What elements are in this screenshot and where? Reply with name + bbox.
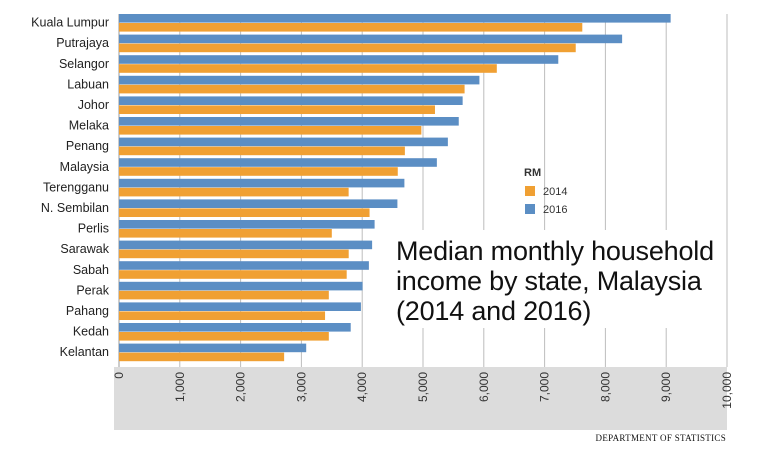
bar-2016 [119,220,375,229]
bar-2014 [119,126,422,135]
category-label: Kuala Lumpur [31,16,109,30]
category-label: Terengganu [43,180,109,194]
title-background [388,230,726,328]
category-label: Malaysia [60,160,109,174]
bar-2016 [119,261,369,270]
category-labels: Kuala Lumpur Putrajaya Selangor Labuan Johor… [31,16,110,360]
legend-swatch-2014 [525,186,535,196]
bar-2014 [119,311,326,320]
category-label: N. Sembilan [41,201,109,215]
x-tick-label: 1,000 [173,372,187,402]
bar-2014 [119,249,349,259]
bar-2016 [119,14,671,23]
category-label: Melaka [69,119,109,133]
bar-2014 [119,208,370,217]
bar-2014 [119,43,576,53]
category-label: Perak [76,283,109,297]
x-tick-labels: 0 1,000 2,000 3,000 4,000 5,000 6,000 7,000 8,00… [112,372,734,409]
x-tick-label: 10,000 [720,372,734,409]
title-line-2: income by state, Malaysia [396,266,703,296]
bar-2016 [119,199,398,208]
x-tick-label: 9,000 [659,372,673,402]
bars [119,14,671,362]
bar-2016 [119,302,361,311]
bar-2016 [119,281,363,291]
category-label: Johor [78,98,109,112]
bar-2014 [119,105,435,114]
category-label: Selangor [59,57,109,71]
category-label: Sabah [73,263,109,277]
x-tick-label: 6,000 [477,372,491,402]
bar-2016 [119,96,463,105]
x-tick-label: 5,000 [416,372,430,402]
category-label: Perlis [78,222,109,236]
x-tick-label: 2,000 [234,372,248,402]
bar-2014 [119,187,349,197]
x-tick-label: 7,000 [538,372,552,402]
x-tick-label: 3,000 [294,372,308,402]
bar-2014 [119,64,497,73]
category-label: Labuan [67,77,109,91]
category-label: Sarawak [60,242,109,256]
bar-2014 [119,229,332,238]
legend-swatch-2016 [525,204,535,214]
bar-2016 [119,323,351,332]
bar-2016 [119,117,459,126]
title-line-1: Median monthly household [396,236,714,266]
category-label: Kelantan [60,345,109,359]
bar-2016 [119,75,480,85]
bar-2014 [119,146,405,156]
category-label: Pahang [66,304,109,318]
legend-label-2016: 2016 [543,204,567,216]
source-credit: DEPARTMENT OF STATISTICS [596,433,726,443]
bar-2014 [119,332,329,341]
x-tick-label: 4,000 [355,372,369,402]
bar-2014 [119,270,347,279]
bar-2016 [119,158,437,167]
category-label: Putrajaya [56,36,109,50]
bar-2016 [119,240,373,250]
bar-2014 [119,84,465,94]
x-tick-label: 0 [112,372,126,379]
category-label: Kedah [73,325,109,339]
chart-title: Median monthly household income by state… [388,230,726,328]
x-axis-band [114,367,727,430]
title-line-3: (2014 and 2016) [396,296,591,326]
bar-2016 [119,55,559,64]
bar-2014 [119,352,285,362]
bar-2014 [119,23,583,32]
x-tick-label: 8,000 [598,372,612,402]
bar-2014 [119,167,398,176]
legend: RM 2014 2016 [524,167,567,216]
bar-2016 [119,178,405,188]
legend-title: RM [524,167,541,179]
bar-2016 [119,137,448,147]
legend-label-2014: 2014 [543,186,567,198]
bar-2016 [119,343,307,353]
category-label: Penang [66,139,109,153]
bar-2016 [119,34,623,44]
bar-2014 [119,290,329,300]
